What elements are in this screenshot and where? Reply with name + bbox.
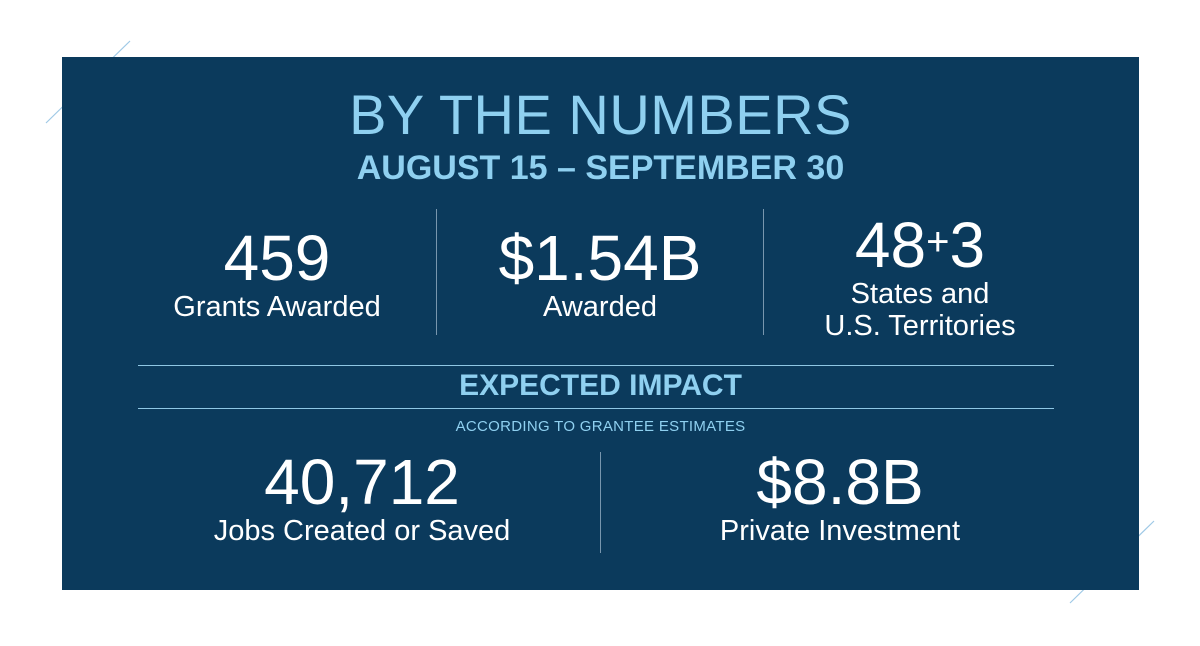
stat-value: 459 xyxy=(223,222,331,294)
stat-grants-awarded: 459 Grants Awarded xyxy=(132,225,422,323)
stat-states-territories: 48+3 States and U.S. Territories xyxy=(775,209,1065,342)
impact-heading: EXPECTED IMPACT xyxy=(459,369,742,402)
stat-label: Awarded xyxy=(543,291,657,323)
plus-sign: + xyxy=(926,220,950,264)
stat-label: Private Investment xyxy=(719,515,961,547)
stat-amount-awarded: $1.54B Awarded xyxy=(455,225,745,323)
by-the-numbers-panel: BY THE NUMBERS AUGUST 15 – SEPTEMBER 30 … xyxy=(62,57,1139,590)
impact-rule-bottom xyxy=(138,408,1054,409)
stat-private-investment: $8.8B Private Investment xyxy=(640,449,1040,547)
stat-value: 48+3 xyxy=(775,209,1065,278)
stat-value: $1.54B xyxy=(498,222,702,294)
stat-value-territories: 3 xyxy=(949,209,986,281)
impact-note: ACCORDING TO GRANTEE ESTIMATES xyxy=(455,418,746,435)
stat-label: Grants Awarded xyxy=(173,291,381,323)
stat-value-states: 48 xyxy=(854,209,927,281)
divider-vertical xyxy=(763,209,764,335)
stat-value: $8.8B xyxy=(756,446,924,518)
stat-label-line1: States and xyxy=(850,278,990,310)
stat-value: 40,712 xyxy=(264,446,460,518)
date-range: AUGUST 15 – SEPTEMBER 30 xyxy=(356,149,845,187)
stat-jobs: 40,712 Jobs Created or Saved xyxy=(162,449,562,547)
stat-label-line2: U.S. Territories xyxy=(824,310,1016,342)
impact-rule-top xyxy=(138,365,1054,366)
stat-label: Jobs Created or Saved xyxy=(213,515,511,547)
divider-vertical xyxy=(436,209,437,335)
divider-vertical xyxy=(600,452,601,553)
panel-title: BY THE NUMBERS xyxy=(349,83,852,146)
